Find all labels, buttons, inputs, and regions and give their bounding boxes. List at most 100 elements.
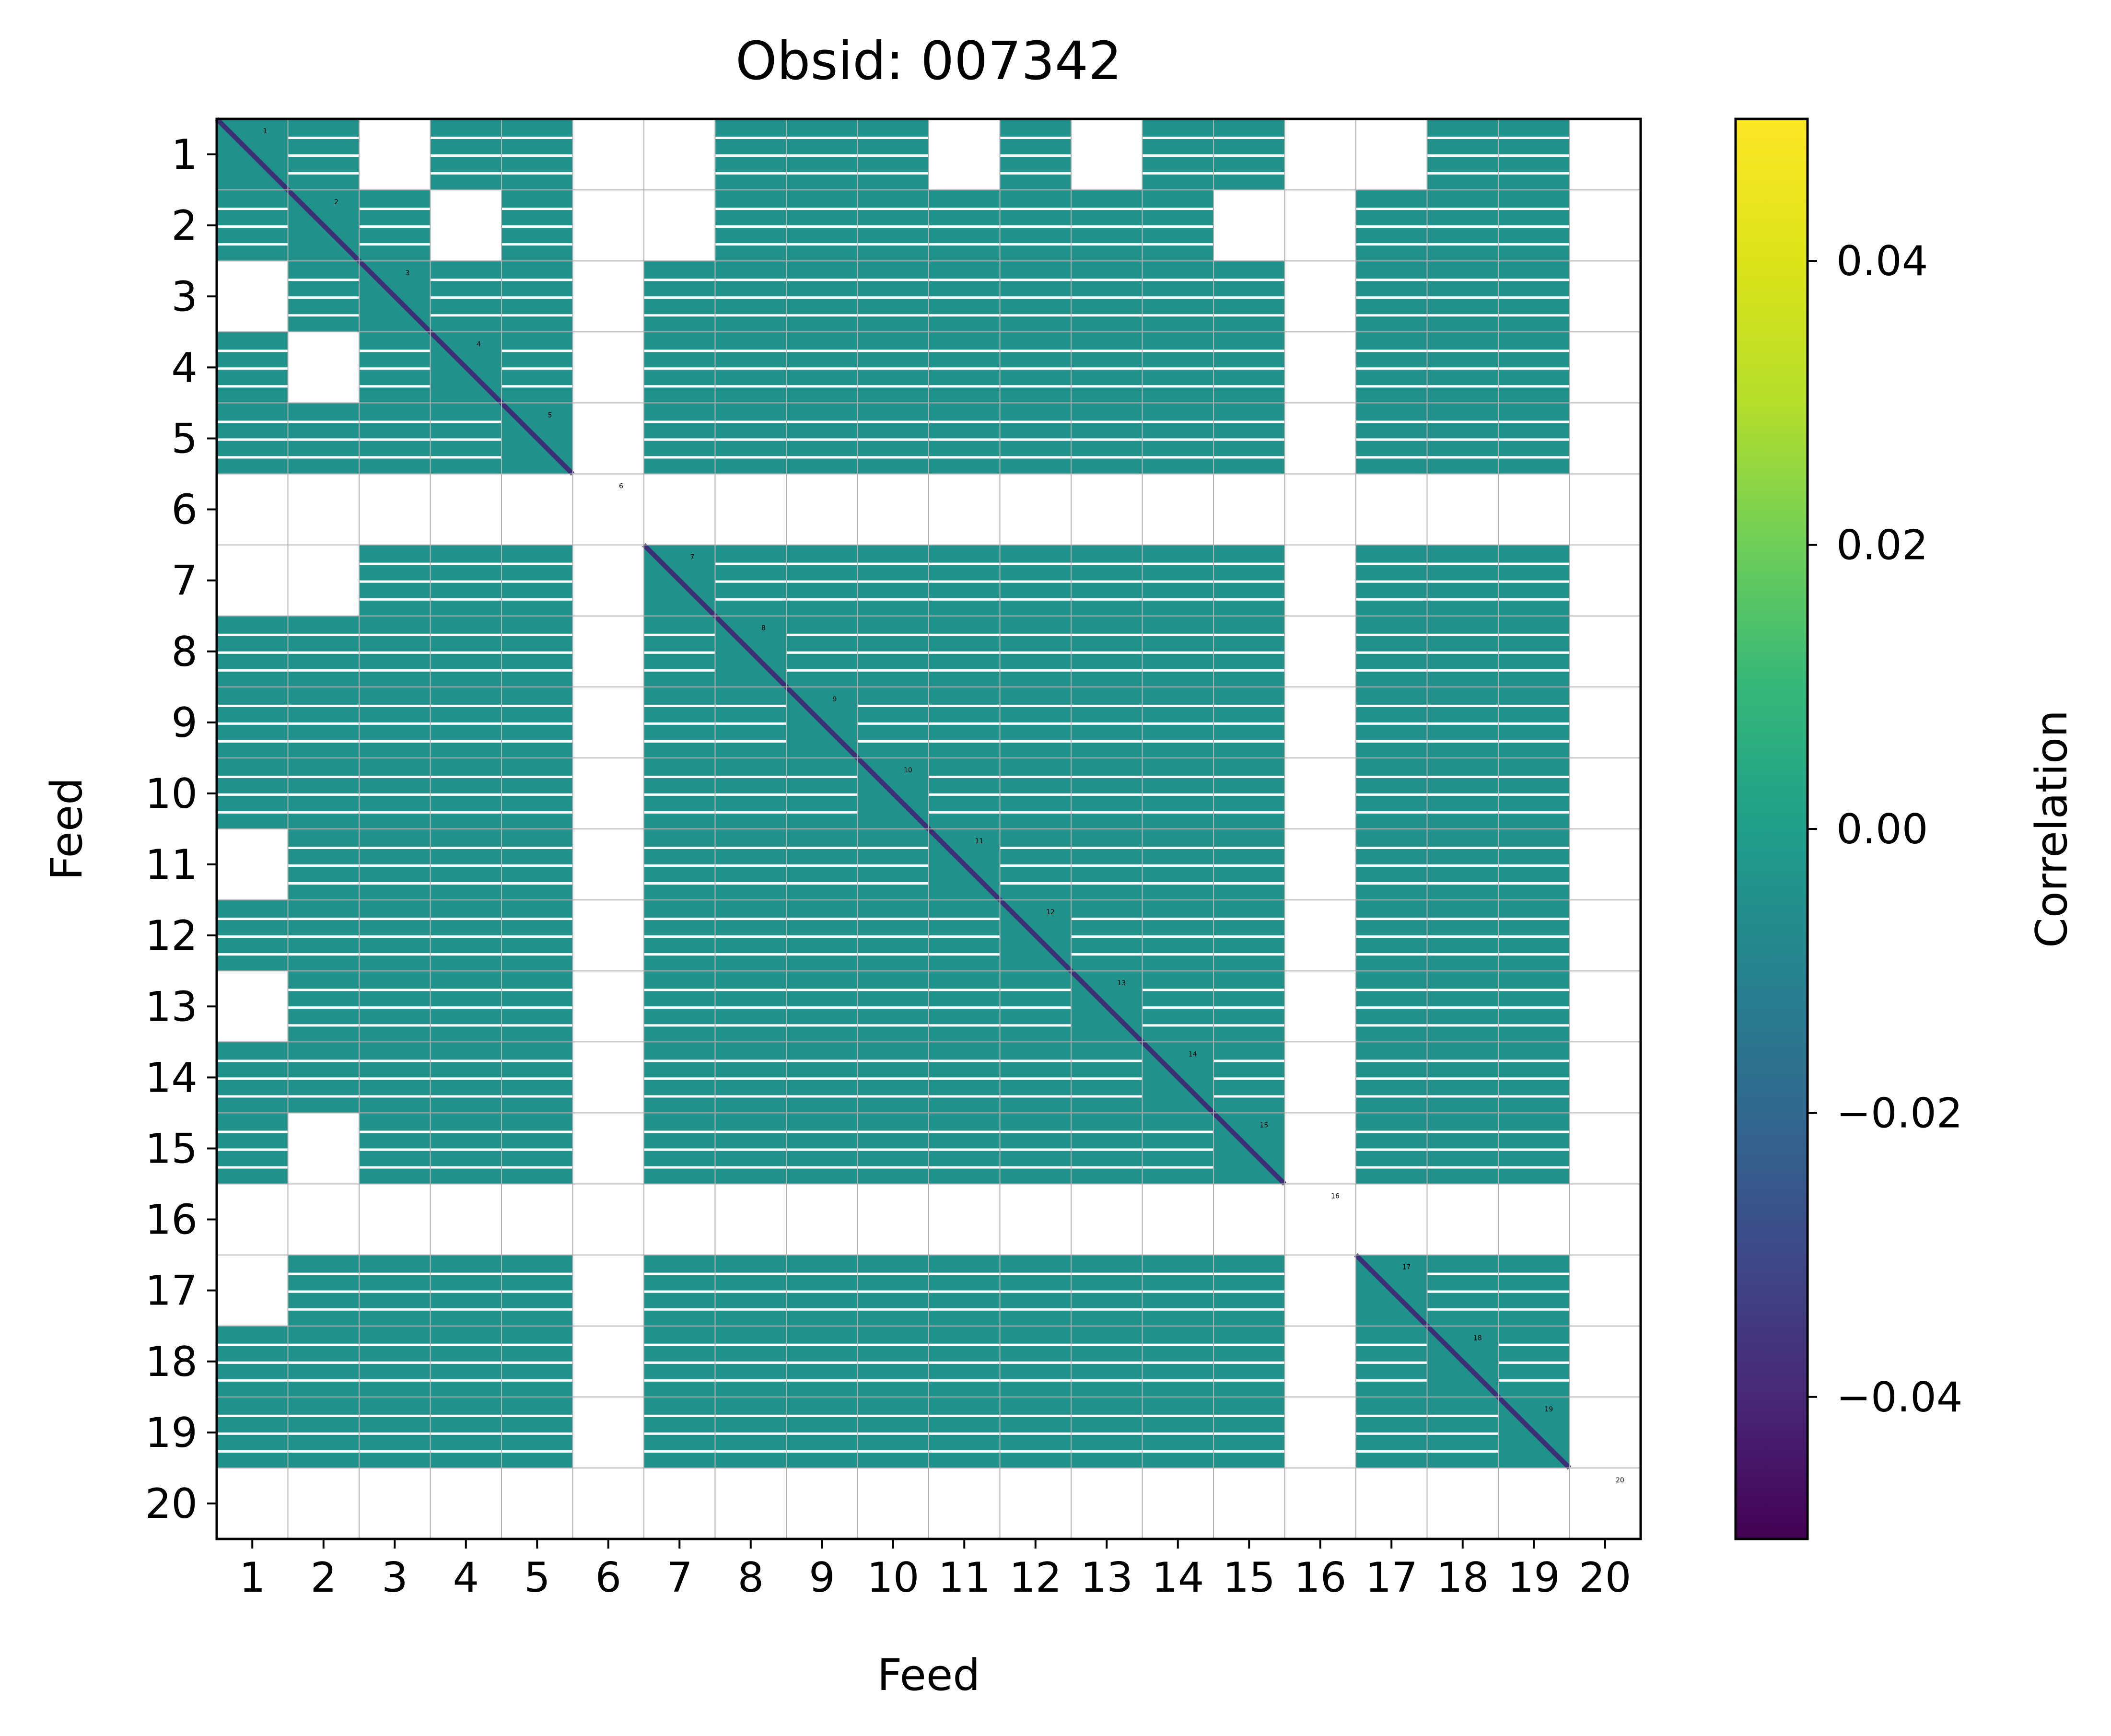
diagonal-feed-label: 18 [1473,1335,1482,1342]
heatmap-cell-stripe [715,955,786,971]
heatmap-cell [430,971,502,1042]
heatmap-cell [1356,1113,1427,1184]
heatmap-cell-stripe [359,636,431,652]
heatmap-cell-stripe [715,1255,786,1273]
diagonal-feed-label: 6 [619,483,623,490]
heatmap-cell-stripe [1356,1168,1427,1184]
heatmap-cell-stripe [929,332,1000,350]
heatmap-cell-stripe [715,565,786,581]
heatmap-cell-stripe [1071,636,1143,652]
heatmap-cell-stripe [1427,119,1498,137]
heatmap-cell [929,1326,1000,1397]
heatmap-cell-stripe [1427,616,1498,634]
x-tick-label: 16 [1294,1554,1346,1602]
diagonal-block [1069,969,1144,1044]
heatmap-cell-stripe [857,423,929,439]
heatmap-cell-stripe [359,332,431,350]
heatmap-cell-stripe [1000,281,1071,297]
heatmap-cell-stripe [1071,1397,1143,1415]
heatmap-cell [786,545,858,616]
heatmap-cell-stripe [1000,1434,1071,1450]
heatmap-cell-stripe [502,1151,573,1166]
heatmap-cell-stripe [644,332,715,350]
diagonal-block [1140,1040,1215,1115]
heatmap-cell-stripe [502,210,573,226]
heatmap-cell-stripe [1356,281,1427,297]
heatmap-cell-stripe [1142,600,1213,616]
heatmap-cell-stripe [1213,1434,1285,1450]
heatmap-cell-stripe [1356,1042,1427,1060]
heatmap-cell-stripe [715,991,786,1007]
heatmap-cell-stripe [359,583,431,598]
heatmap-cell-stripe [1213,565,1285,581]
heatmap-cell [857,1326,929,1397]
heatmap-cell-stripe [430,814,502,829]
heatmap-cell-stripe [1213,1452,1285,1468]
heatmap-cell-stripe [1071,1168,1143,1184]
heatmap-cell-stripe [786,778,858,793]
heatmap-cell-stripe [1356,458,1427,474]
heatmap-cell-stripe [1498,332,1570,350]
heatmap-cell-stripe [288,261,359,279]
heatmap-cell-stripe [929,955,1000,971]
heatmap-cell-stripe [644,1026,715,1042]
heatmap-cell-stripe [857,991,929,1007]
heatmap-cell-stripe [644,814,715,829]
heatmap-cell-stripe [786,1310,858,1326]
heatmap-cell-stripe [857,119,929,137]
heatmap-cell-stripe [715,1310,786,1326]
y-axis-label: Feed [42,778,92,881]
heatmap-cell-stripe [359,441,431,456]
heatmap-cell-stripe [1356,616,1427,634]
heatmap-cell [1071,900,1143,971]
heatmap-cell [1071,545,1143,616]
heatmap-cell-stripe [929,403,1000,421]
heatmap-cell-stripe [715,849,786,864]
heatmap-cell [857,261,929,332]
heatmap-cell-stripe [502,687,573,705]
diagonal-block [428,330,503,405]
heatmap-cell-stripe [1356,545,1427,563]
heatmap-cell-stripe [644,991,715,1007]
heatmap-cell-stripe [857,1062,929,1078]
heatmap-cell [929,1397,1000,1468]
colorbar-label: Correlation [2027,710,2077,948]
heatmap-cell-stripe [1000,814,1071,829]
heatmap-cell-stripe [288,795,359,811]
heatmap-cell-stripe [1142,583,1213,598]
heatmap-cell-stripe [786,1397,858,1415]
heatmap-cell-stripe [430,299,502,315]
heatmap-cell [1142,119,1213,190]
heatmap-cell-stripe [1000,1168,1071,1184]
heatmap-cell-stripe [1142,316,1213,332]
heatmap-cell-stripe [1071,1080,1143,1095]
heatmap-cell-stripe [1071,1151,1143,1166]
heatmap-cell-stripe [786,885,858,900]
heatmap-cell-stripe [288,1062,359,1078]
heatmap-cell [1000,687,1071,758]
heatmap-cell-stripe [1498,458,1570,474]
heatmap-cell-stripe [1498,885,1570,900]
heatmap-cell-stripe [1427,1310,1498,1326]
heatmap-cell-stripe [1000,332,1071,350]
heatmap-cell-stripe [1498,795,1570,811]
heatmap-cell-stripe [1071,352,1143,368]
heatmap-cell-stripe [644,1080,715,1095]
heatmap-cell-stripe [288,1417,359,1433]
heatmap-cell-stripe [1213,1397,1285,1415]
heatmap-cell [1498,261,1570,332]
heatmap-cell-stripe [1356,671,1427,687]
heatmap-cell-stripe [1000,795,1071,811]
heatmap-cell-stripe [217,1080,288,1095]
y-tick-label: 12 [145,912,198,960]
heatmap-cell-stripe [1071,332,1143,350]
heatmap-cell [1356,1397,1427,1468]
heatmap-cell [288,687,359,758]
heatmap-cell-stripe [715,600,786,616]
diagonal-line [428,330,503,405]
heatmap-cell-stripe [1213,299,1285,315]
heatmap-cell-stripe [1427,671,1498,687]
heatmap-cell-stripe [715,829,786,847]
heatmap-cell-stripe [1071,458,1143,474]
x-tick-label: 18 [1436,1554,1489,1602]
